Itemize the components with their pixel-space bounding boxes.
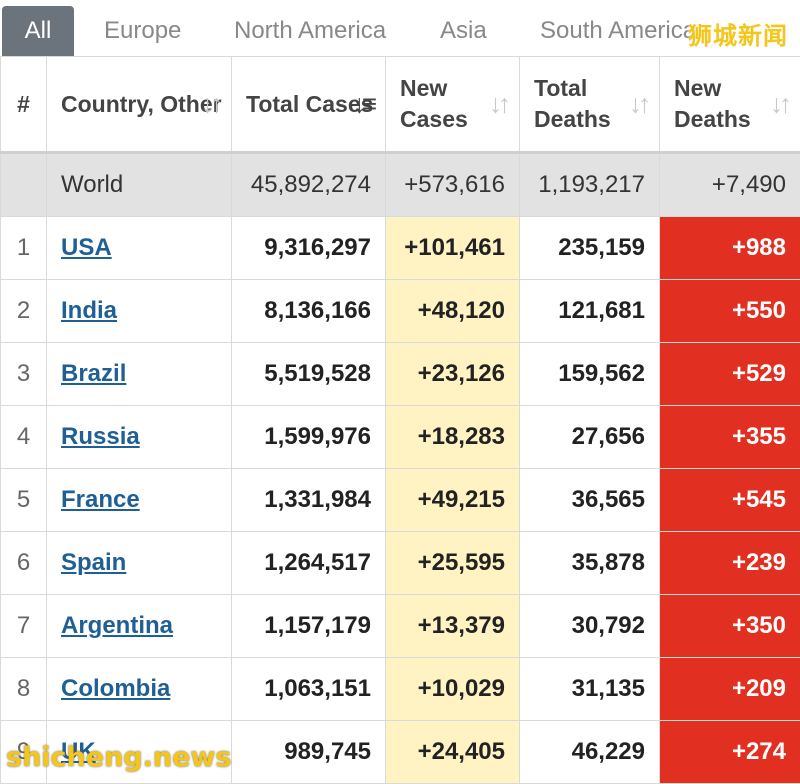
rank-cell: 7 [1, 595, 47, 658]
total-deaths-cell: 121,681 [520, 280, 660, 343]
new-deaths-cell: +988 [660, 217, 800, 280]
watermark-logo-bottom: shicheng.news [6, 742, 231, 773]
total-cases-cell: 1,599,976 [232, 406, 386, 469]
new-cases-cell: +23,126 [386, 343, 520, 406]
total-cases-cell: 1,331,984 [232, 469, 386, 532]
total-deaths-cell: 46,229 [520, 721, 660, 784]
header-country[interactable]: Country, Other ↓↑ [47, 57, 232, 153]
new-deaths-cell: +274 [660, 721, 800, 784]
sort-icon[interactable]: ↓↑ [489, 89, 507, 120]
total-deaths-cell: 235,159 [520, 217, 660, 280]
new-deaths-cell: +350 [660, 595, 800, 658]
rank-cell: 8 [1, 658, 47, 721]
table-header-row: # Country, Other ↓↑ Total Cases ↓≡ New C… [1, 57, 800, 153]
country-link[interactable]: India [61, 297, 117, 324]
world-total-deaths: 1,193,217 [520, 153, 660, 217]
country-cell: India [47, 280, 232, 343]
sort-descending-icon[interactable]: ↓≡ [353, 89, 373, 120]
new-cases-cell: +24,405 [386, 721, 520, 784]
rank-cell: 1 [1, 217, 47, 280]
country-cell: Colombia [47, 658, 232, 721]
header-rank-label: # [1, 89, 46, 120]
watermark-logo-top: 狮城新闻 [688, 16, 788, 51]
sort-icon[interactable]: ↓↑ [629, 89, 647, 120]
header-rank[interactable]: # [1, 57, 47, 153]
country-link[interactable]: Brazil [61, 360, 126, 387]
rank-cell: 3 [1, 343, 47, 406]
world-label: World [47, 153, 232, 217]
new-deaths-cell: +550 [660, 280, 800, 343]
country-cell: France [47, 469, 232, 532]
total-cases-cell: 8,136,166 [232, 280, 386, 343]
country-cell: Brazil [47, 343, 232, 406]
new-cases-cell: +49,215 [386, 469, 520, 532]
new-cases-cell: +10,029 [386, 658, 520, 721]
country-link[interactable]: Spain [61, 549, 126, 576]
total-cases-cell: 989,745 [232, 721, 386, 784]
country-cell: USA [47, 217, 232, 280]
total-cases-cell: 1,264,517 [232, 532, 386, 595]
rank-cell: 6 [1, 532, 47, 595]
new-cases-cell: +101,461 [386, 217, 520, 280]
tab-all[interactable]: All [2, 6, 74, 56]
header-total-cases[interactable]: Total Cases ↓≡ [232, 57, 386, 153]
total-cases-cell: 1,157,179 [232, 595, 386, 658]
total-cases-cell: 5,519,528 [232, 343, 386, 406]
header-total-deaths[interactable]: Total Deaths ↓↑ [520, 57, 660, 153]
country-cell: Russia [47, 406, 232, 469]
total-deaths-cell: 30,792 [520, 595, 660, 658]
country-cell: Argentina [47, 595, 232, 658]
new-cases-cell: +25,595 [386, 532, 520, 595]
new-cases-cell: +13,379 [386, 595, 520, 658]
country-link[interactable]: USA [61, 234, 112, 261]
country-link[interactable]: Argentina [61, 612, 173, 639]
total-deaths-cell: 35,878 [520, 532, 660, 595]
tab-asia[interactable]: Asia [440, 6, 487, 56]
total-deaths-cell: 159,562 [520, 343, 660, 406]
country-link[interactable]: Colombia [61, 675, 170, 702]
new-cases-cell: +18,283 [386, 406, 520, 469]
new-cases-cell: +48,120 [386, 280, 520, 343]
new-deaths-cell: +239 [660, 532, 800, 595]
new-deaths-cell: +545 [660, 469, 800, 532]
sort-icon[interactable]: ↓↑ [201, 89, 219, 120]
total-deaths-cell: 36,565 [520, 469, 660, 532]
new-deaths-cell: +529 [660, 343, 800, 406]
world-total-cases: 45,892,274 [232, 153, 386, 217]
sort-icon[interactable]: ↓↑ [770, 89, 788, 120]
world-rank [1, 153, 47, 217]
total-cases-cell: 1,063,151 [232, 658, 386, 721]
total-cases-cell: 9,316,297 [232, 217, 386, 280]
world-new-cases: +573,616 [386, 153, 520, 217]
country-cell: Spain [47, 532, 232, 595]
country-link[interactable]: Russia [61, 423, 140, 450]
tab-south-america[interactable]: South America [540, 6, 696, 56]
tab-north-america[interactable]: North America [234, 6, 386, 56]
header-new-cases[interactable]: New Cases ↓↑ [386, 57, 520, 153]
total-deaths-cell: 27,656 [520, 406, 660, 469]
rank-cell: 4 [1, 406, 47, 469]
rank-cell: 2 [1, 280, 47, 343]
cases-table: # Country, Other ↓↑ Total Cases ↓≡ New C… [0, 56, 800, 784]
new-deaths-cell: +209 [660, 658, 800, 721]
region-tabs: All Europe North America Asia South Amer… [0, 0, 800, 56]
world-new-deaths: +7,490 [660, 153, 800, 217]
country-link[interactable]: France [61, 486, 140, 513]
world-total-row: World 45,892,274 +573,616 1,193,217 +7,4… [1, 153, 800, 217]
rank-cell: 5 [1, 469, 47, 532]
header-new-deaths[interactable]: New Deaths ↓↑ [660, 57, 800, 153]
tab-europe[interactable]: Europe [104, 6, 181, 56]
total-deaths-cell: 31,135 [520, 658, 660, 721]
new-deaths-cell: +355 [660, 406, 800, 469]
